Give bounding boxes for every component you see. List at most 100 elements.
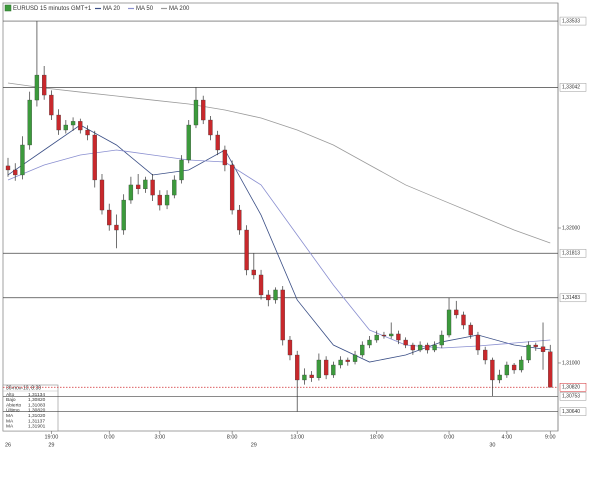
level-label-box [559, 248, 587, 258]
level-label: 1,30640 [562, 409, 580, 415]
candle-body [475, 334, 481, 351]
candle-body [229, 164, 235, 211]
date-label: 29 [48, 442, 54, 448]
candle-body [367, 339, 372, 346]
info-box [2, 384, 59, 432]
candle-body [13, 169, 18, 176]
candle-body [302, 374, 307, 381]
candle-body [49, 94, 54, 116]
candle-body [244, 229, 249, 271]
info-key: Bajo [6, 397, 16, 403]
candle-body [504, 364, 510, 376]
level-label-box [559, 407, 587, 416]
date-label: 30 [489, 442, 495, 448]
info-key: Último [6, 407, 20, 414]
candle-body [34, 74, 40, 101]
candle-body [417, 344, 423, 351]
candle-body [389, 333, 394, 337]
candle-body [208, 119, 213, 136]
x-tick-label: 4:00 [502, 434, 513, 440]
x-tick-label: 0:00 [444, 434, 455, 440]
candle-body [345, 359, 350, 362]
candle-body [309, 374, 314, 378]
legend-label: MA 50 [136, 6, 154, 12]
candle-body [20, 144, 25, 176]
candle-body [70, 121, 76, 126]
candle-body [483, 349, 488, 361]
level-label: 1,33042 [562, 85, 580, 91]
ma-line [7, 82, 551, 244]
y-tick-label: 1,31000 [562, 360, 580, 366]
candle-body [121, 199, 126, 231]
info-value: 1,31020 [28, 413, 46, 419]
candle-body [526, 344, 531, 361]
x-tick-label: 0:00 [104, 434, 115, 440]
candle-body [186, 124, 191, 161]
info-key: Abierto [6, 402, 22, 408]
legend: MA 20 MA 50 MA 200 [95, 6, 190, 12]
candle-body [92, 134, 97, 181]
y-tick-label: 1,32000 [562, 225, 580, 231]
candle-body [157, 194, 162, 206]
info-key: MA [6, 418, 14, 424]
level-label-box [559, 392, 587, 401]
candle-body [374, 334, 379, 341]
candle-body [295, 354, 300, 381]
candle-body [396, 333, 401, 341]
x-tick-label: 19:00 [44, 434, 58, 440]
info-key: MA [6, 424, 14, 430]
candle-body [540, 346, 546, 352]
candle-body [432, 344, 437, 351]
candle-body [107, 209, 112, 226]
candle-body [439, 334, 444, 346]
candle-body [237, 209, 242, 231]
candle-body [114, 224, 119, 231]
candle-body [201, 99, 206, 121]
candle-body [273, 289, 278, 301]
last-price-box [559, 383, 587, 392]
candle-body [78, 121, 83, 131]
candle-body [287, 339, 293, 356]
info-value: 1,31083 [28, 402, 46, 408]
level-label: 1,31483 [562, 295, 580, 301]
info-value: 1,30820 [28, 408, 46, 414]
candle-body [172, 179, 177, 196]
candle-body [519, 359, 524, 371]
candle-body [85, 129, 90, 136]
candle-body [193, 99, 199, 126]
date-label: 26 [5, 442, 11, 448]
candle-body [280, 289, 285, 341]
candle-body [490, 359, 495, 381]
candle-body [5, 165, 11, 171]
legend-label: MA 200 [169, 6, 190, 12]
info-value: 1,31137 [28, 418, 45, 424]
candle-body [251, 269, 256, 276]
candle-body [179, 159, 184, 181]
level-label: 1,33533 [562, 18, 580, 24]
candle-body [323, 359, 329, 376]
candle-body [511, 364, 517, 371]
ma-line [7, 124, 551, 363]
candle-body [338, 359, 343, 366]
candle-body [164, 194, 170, 206]
info-value: 1,31901 [28, 424, 46, 430]
level-label: 1,30753 [562, 394, 580, 400]
candle-body [461, 314, 466, 326]
candle-body [222, 149, 228, 166]
level-label: 1,31813 [562, 251, 580, 257]
candle-body [215, 134, 220, 151]
candle-body [403, 339, 408, 346]
candle-body [63, 124, 68, 131]
date-label: 29 [251, 442, 257, 448]
legend-label: MA 20 [103, 6, 121, 12]
x-tick-label: 18:00 [370, 434, 384, 440]
candle-body [468, 324, 473, 336]
candle-body [425, 344, 430, 351]
info-key: MA [6, 413, 14, 419]
candle-body [143, 179, 148, 190]
candle-body [150, 179, 155, 196]
candle-body [352, 354, 358, 362]
level-label-box [559, 293, 587, 303]
